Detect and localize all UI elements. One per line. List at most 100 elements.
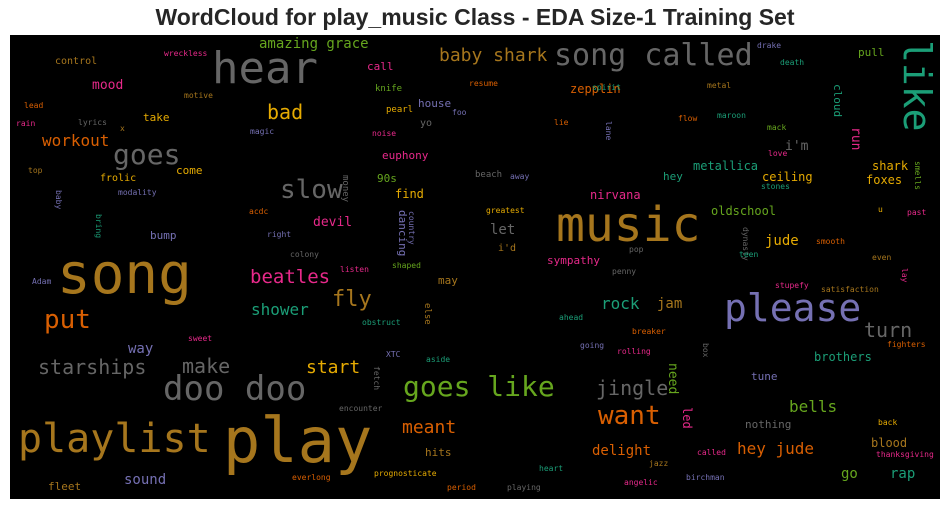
word-going: going (580, 341, 605, 350)
word-start: start (306, 357, 361, 378)
word-encounter: encounter (339, 404, 383, 413)
word-birchman: birchman (686, 473, 725, 482)
word-lyrics: lyrics (78, 118, 107, 127)
word-beach: beach (475, 170, 503, 180)
word-stupefy: stupefy (775, 281, 809, 290)
word-jude: jude (765, 233, 799, 249)
word-x: x (120, 124, 125, 133)
word-sympathy: sympathy (547, 254, 600, 267)
word-i-m: i'm (785, 139, 809, 154)
word-slow: slow (280, 175, 343, 205)
word-knife: knife (375, 84, 403, 94)
word-jingle: jingle (596, 376, 669, 400)
word-starships: starships (38, 355, 147, 379)
word-goes-like: goes like (403, 370, 555, 403)
word-led: led (680, 407, 694, 429)
word-penny: penny (612, 267, 637, 276)
word-turn: turn (864, 318, 913, 342)
word-money: money (340, 175, 350, 203)
word-metal: metal (707, 81, 732, 90)
word-may: may (438, 274, 458, 287)
word-euphony: euphony (382, 149, 429, 162)
word-bump: bump (150, 229, 177, 242)
word-ahead: ahead (559, 313, 584, 322)
word-take: take (143, 111, 170, 124)
word-zepplin: zepplin (570, 82, 621, 96)
word-playlist: playlist (18, 416, 211, 462)
word-flow: flow (678, 114, 698, 123)
word-hits: hits (425, 446, 452, 459)
word-music: music (556, 197, 701, 253)
word-aside: aside (426, 355, 451, 364)
word-death: death (780, 58, 805, 67)
word-jam: jam (657, 296, 683, 312)
word-pull: pull (858, 46, 885, 59)
word-shaped: shaped (392, 261, 421, 270)
word-song: song (57, 242, 192, 307)
word-control: control (55, 56, 98, 67)
word-smells: smells (913, 161, 922, 190)
word-fighters: fighters (887, 340, 926, 349)
word-box: box (701, 343, 710, 358)
word-meant: meant (402, 417, 457, 438)
word-pop: pop (629, 245, 644, 254)
word-yo: yo (420, 118, 433, 129)
word-xtc: XTC (386, 350, 401, 359)
word-bring: bring (94, 214, 103, 239)
word-away: away (510, 172, 530, 181)
word-obstruct: obstruct (362, 318, 401, 327)
word-foo: foo (452, 108, 467, 117)
word-nothing: nothing (745, 418, 792, 431)
word-need: need (665, 363, 680, 395)
word-modality: modality (118, 188, 157, 197)
word-even: even (872, 253, 892, 262)
word-come: come (176, 164, 203, 177)
word-else: else (422, 303, 432, 325)
word-prognosticate: prognosticate (374, 469, 437, 478)
word-rain: rain (16, 119, 36, 128)
word-shower: shower (251, 300, 309, 319)
word-lane: lane (604, 121, 613, 141)
word-devil: devil (313, 215, 353, 230)
word-wreckless: wreckless (164, 49, 208, 58)
word-smooth: smooth (816, 237, 845, 246)
word-period: period (447, 483, 476, 492)
word-motive: motive (184, 91, 213, 100)
word-delight: delight (592, 443, 652, 459)
word-greatest: greatest (486, 206, 525, 215)
word-rap: rap (890, 466, 916, 482)
word-drake: drake (757, 41, 782, 50)
word-teen: teen (739, 250, 759, 259)
word-nirvana: nirvana (590, 188, 641, 202)
word-like: like (895, 40, 939, 132)
word-shark: shark (872, 159, 909, 173)
word-amazing-grace: amazing grace (259, 36, 369, 52)
word-everlong: everlong (292, 473, 331, 482)
word-past: past (907, 208, 927, 217)
word-i-d: i'd (498, 243, 517, 254)
word-doo-doo: doo doo (163, 369, 307, 409)
word-go: go (841, 466, 858, 482)
word-frolic: frolic (100, 173, 137, 184)
word-mood: mood (92, 78, 124, 93)
word-hey-jude: hey jude (737, 439, 815, 458)
word-love: love (768, 149, 788, 158)
word-put: put (44, 305, 91, 335)
word-blood: blood (871, 436, 908, 450)
word-bad: bad (267, 100, 304, 124)
word-hear: hear (212, 43, 318, 94)
word-bells: bells (789, 397, 838, 416)
word-pearl: pearl (386, 105, 414, 115)
word-adam: Adam (32, 277, 52, 286)
word-top: top (28, 166, 43, 175)
word-find: find (395, 187, 424, 201)
word-baby: baby (54, 190, 63, 210)
word-want: want (598, 401, 661, 431)
word-90s: 90s (377, 172, 397, 185)
word-workout: workout (42, 131, 110, 150)
word-maroon: maroon (717, 111, 746, 120)
word-cloud: cloud (831, 84, 844, 118)
word-angelic: angelic (624, 478, 658, 487)
word-house: house (418, 97, 452, 110)
word-spirit: spirit (592, 83, 621, 92)
